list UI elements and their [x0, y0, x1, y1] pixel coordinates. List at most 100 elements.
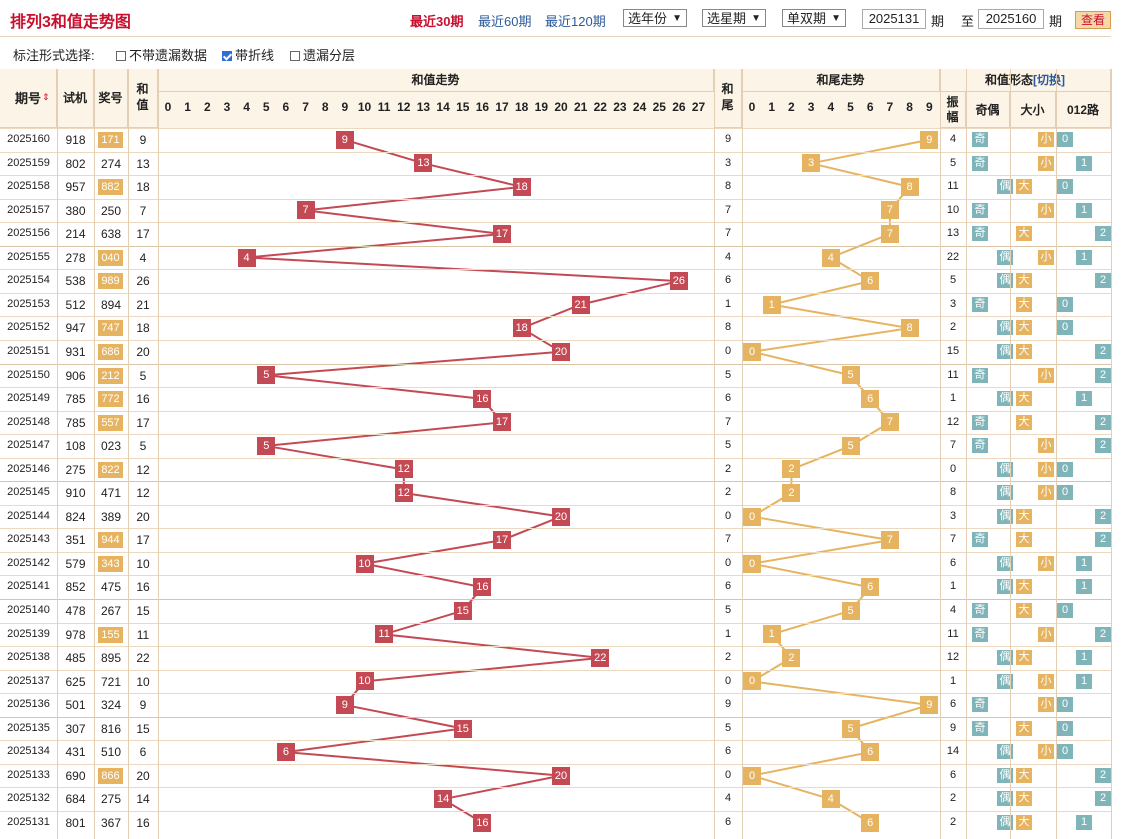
checkbox-icon[interactable] — [290, 51, 300, 61]
amp-cell: 10 — [946, 203, 960, 216]
header-amp: 振 幅 — [940, 92, 966, 128]
sum-mark: 15 — [453, 719, 472, 738]
tail-value-cell: 5 — [724, 368, 732, 381]
issue-cell: 2025159 — [7, 156, 50, 169]
sum-col-header: 17 — [495, 100, 509, 114]
header-oe: 奇偶 — [966, 92, 1010, 128]
issue-cell: 2025134 — [7, 745, 50, 758]
to-label: 至 — [961, 14, 975, 29]
prize-cell-highlight: 212 — [98, 367, 123, 384]
parity-select[interactable]: 单双期 ▼ — [782, 9, 846, 27]
row-divider — [0, 528, 1111, 530]
tail-mark: 8 — [900, 319, 919, 338]
header-bs: 大小 — [1010, 92, 1056, 128]
amp-cell: 1 — [949, 674, 957, 687]
prize-cell: 023 — [100, 439, 122, 454]
weekday-select[interactable]: 选星期 ▼ — [702, 9, 766, 27]
view-button[interactable]: 查看 — [1075, 11, 1111, 29]
issue-cell: 2025151 — [7, 344, 50, 357]
bs-tag: 大 — [1016, 720, 1032, 736]
amp-cell: 5 — [949, 156, 957, 169]
year-select[interactable]: 选年份 ▼ — [623, 9, 687, 27]
bs-tag: 小 — [1038, 461, 1054, 477]
col-divider — [57, 69, 58, 839]
row-divider — [0, 316, 1111, 318]
row-divider — [0, 151, 1111, 153]
quick-link-30[interactable]: 最近30期 — [410, 14, 464, 29]
quick-link-60[interactable]: 最近60期 — [478, 14, 532, 29]
trial-cell: 625 — [65, 674, 86, 689]
prize-cell-highlight: 747 — [98, 320, 123, 337]
row-divider — [0, 198, 1111, 200]
option-miss-layer[interactable]: 遗漏分层 — [290, 45, 355, 64]
tail-value-cell: 6 — [724, 274, 732, 287]
tail-value-cell: 5 — [724, 721, 732, 734]
amp-cell: 3 — [949, 509, 957, 522]
bs-tag: 小 — [1038, 673, 1054, 689]
row-divider — [0, 387, 1111, 389]
header-issue: 期号 — [0, 69, 57, 128]
row-divider — [0, 787, 1111, 789]
tail-value-cell: 0 — [724, 674, 732, 687]
quick-link-120[interactable]: 最近120期 — [545, 14, 606, 29]
prize-cell-highlight: 171 — [98, 132, 123, 148]
trial-cell: 478 — [65, 604, 86, 618]
sum-col-header: 19 — [534, 100, 549, 114]
sum-value-cell: 14 — [136, 792, 150, 807]
tail-mark: 7 — [880, 531, 899, 550]
r012-tag: 0 — [1057, 320, 1073, 336]
tail-mark: 8 — [900, 177, 919, 196]
trial-cell: 910 — [65, 486, 86, 501]
header-prize: 奖号 — [94, 69, 128, 128]
to-issue-input[interactable]: 2025160 — [978, 9, 1044, 29]
tail-value-cell: 2 — [724, 486, 732, 499]
checkbox-icon[interactable] — [116, 51, 126, 61]
oe-tag: 奇 — [972, 367, 988, 383]
sum-col-header: 3 — [223, 100, 231, 114]
switch-link[interactable]: [切换] — [1033, 73, 1065, 87]
sum-mark: 17 — [493, 413, 512, 432]
r012-tag: 1 — [1076, 814, 1092, 830]
checkbox-checked-icon[interactable] — [222, 51, 232, 61]
tail-mark: 0 — [743, 554, 761, 573]
sum-value-cell: 21 — [136, 297, 150, 312]
oe-tag: 偶 — [997, 650, 1013, 666]
r012-tag: 2 — [1095, 367, 1111, 383]
tail-value-cell: 7 — [724, 415, 732, 428]
sum-col-header: 9 — [341, 100, 349, 114]
header-012: 012路 — [1056, 92, 1111, 128]
tail-mark: 7 — [880, 201, 899, 220]
tail-mark: 6 — [861, 389, 880, 408]
trial-cell: 214 — [65, 227, 86, 242]
bs-tag: 小 — [1038, 249, 1054, 265]
amp-cell: 15 — [946, 344, 960, 357]
r012-tag: 0 — [1057, 720, 1073, 736]
page-title: 排列3和值走势图 — [10, 14, 131, 31]
bs-tag: 大 — [1016, 791, 1032, 807]
tail-value-cell: 9 — [724, 133, 732, 145]
sum-col-header: 21 — [573, 100, 588, 114]
trial-cell: 957 — [65, 180, 86, 195]
sum-value-cell: 10 — [136, 674, 150, 689]
r012-tag: 1 — [1076, 555, 1092, 571]
top-bar: 排列3和值走势图 最近30期 最近60期 最近120期 选年份 ▼ 选星期 ▼ 单双… — [0, 0, 1111, 37]
row-divider — [0, 669, 1111, 671]
sum-col-header: 8 — [321, 100, 329, 114]
tail-mark: 6 — [861, 272, 880, 291]
r012-tag: 2 — [1095, 508, 1111, 524]
amp-cell: 6 — [949, 698, 957, 711]
tail-value-cell: 2 — [724, 651, 732, 664]
prize-cell-highlight: 155 — [98, 626, 123, 643]
issue-cell: 2025155 — [7, 250, 50, 263]
trial-cell: 278 — [65, 250, 86, 265]
from-issue-input[interactable]: 2025131 — [862, 9, 926, 29]
r012-tag: 0 — [1057, 603, 1073, 618]
issue-cell: 2025138 — [7, 651, 50, 664]
option-no-miss[interactable]: 不带遗漏数据 — [116, 45, 207, 64]
from-suffix: 期 — [931, 14, 945, 29]
sort-icon[interactable]: ⇕ — [42, 92, 50, 102]
oe-tag: 偶 — [997, 461, 1013, 477]
amp-cell: 8 — [949, 486, 957, 499]
option-polyline[interactable]: 带折线 — [222, 45, 274, 64]
group-divider — [0, 599, 1111, 600]
